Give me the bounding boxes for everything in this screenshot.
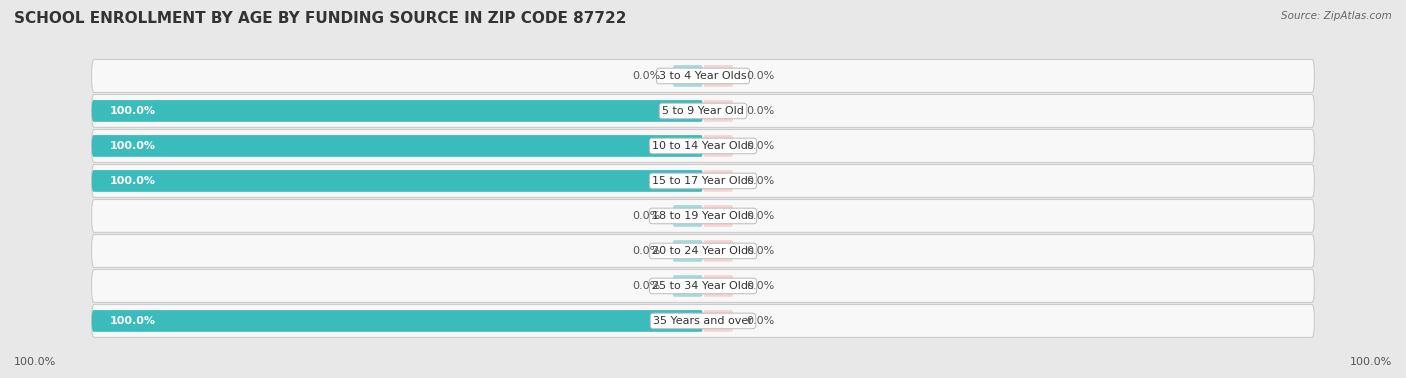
Text: 0.0%: 0.0% <box>745 106 775 116</box>
Text: 100.0%: 100.0% <box>1350 357 1392 367</box>
FancyBboxPatch shape <box>91 135 703 157</box>
Text: Source: ZipAtlas.com: Source: ZipAtlas.com <box>1281 11 1392 21</box>
FancyBboxPatch shape <box>91 130 1315 163</box>
FancyBboxPatch shape <box>703 65 734 87</box>
FancyBboxPatch shape <box>91 100 703 122</box>
FancyBboxPatch shape <box>91 59 1315 92</box>
Text: 18 to 19 Year Olds: 18 to 19 Year Olds <box>652 211 754 221</box>
Text: 0.0%: 0.0% <box>745 281 775 291</box>
Text: 5 to 9 Year Old: 5 to 9 Year Old <box>662 106 744 116</box>
Text: 0.0%: 0.0% <box>745 246 775 256</box>
Text: 0.0%: 0.0% <box>745 71 775 81</box>
Text: 3 to 4 Year Olds: 3 to 4 Year Olds <box>659 71 747 81</box>
FancyBboxPatch shape <box>672 205 703 227</box>
FancyBboxPatch shape <box>91 305 1315 338</box>
Text: 0.0%: 0.0% <box>745 316 775 326</box>
FancyBboxPatch shape <box>91 94 1315 127</box>
FancyBboxPatch shape <box>91 200 1315 232</box>
Text: 35 Years and over: 35 Years and over <box>652 316 754 326</box>
FancyBboxPatch shape <box>703 170 734 192</box>
FancyBboxPatch shape <box>91 310 703 332</box>
Text: 0.0%: 0.0% <box>631 71 661 81</box>
Text: 0.0%: 0.0% <box>631 281 661 291</box>
FancyBboxPatch shape <box>91 234 1315 267</box>
FancyBboxPatch shape <box>703 205 734 227</box>
FancyBboxPatch shape <box>703 310 734 332</box>
FancyBboxPatch shape <box>672 65 703 87</box>
FancyBboxPatch shape <box>91 164 1315 197</box>
FancyBboxPatch shape <box>703 135 734 157</box>
FancyBboxPatch shape <box>703 240 734 262</box>
FancyBboxPatch shape <box>91 170 703 192</box>
Text: SCHOOL ENROLLMENT BY AGE BY FUNDING SOURCE IN ZIP CODE 87722: SCHOOL ENROLLMENT BY AGE BY FUNDING SOUR… <box>14 11 627 26</box>
FancyBboxPatch shape <box>672 240 703 262</box>
Text: 25 to 34 Year Olds: 25 to 34 Year Olds <box>652 281 754 291</box>
Text: 20 to 24 Year Olds: 20 to 24 Year Olds <box>652 246 754 256</box>
Text: 100.0%: 100.0% <box>110 106 156 116</box>
Text: 100.0%: 100.0% <box>14 357 56 367</box>
FancyBboxPatch shape <box>91 270 1315 302</box>
Text: 0.0%: 0.0% <box>745 141 775 151</box>
Text: 100.0%: 100.0% <box>110 141 156 151</box>
Text: 100.0%: 100.0% <box>110 176 156 186</box>
FancyBboxPatch shape <box>703 100 734 122</box>
Text: 15 to 17 Year Olds: 15 to 17 Year Olds <box>652 176 754 186</box>
FancyBboxPatch shape <box>703 275 734 297</box>
Text: 10 to 14 Year Olds: 10 to 14 Year Olds <box>652 141 754 151</box>
Text: 0.0%: 0.0% <box>745 211 775 221</box>
Text: 0.0%: 0.0% <box>631 211 661 221</box>
Text: 0.0%: 0.0% <box>631 246 661 256</box>
FancyBboxPatch shape <box>672 275 703 297</box>
Text: 100.0%: 100.0% <box>110 316 156 326</box>
Text: 0.0%: 0.0% <box>745 176 775 186</box>
